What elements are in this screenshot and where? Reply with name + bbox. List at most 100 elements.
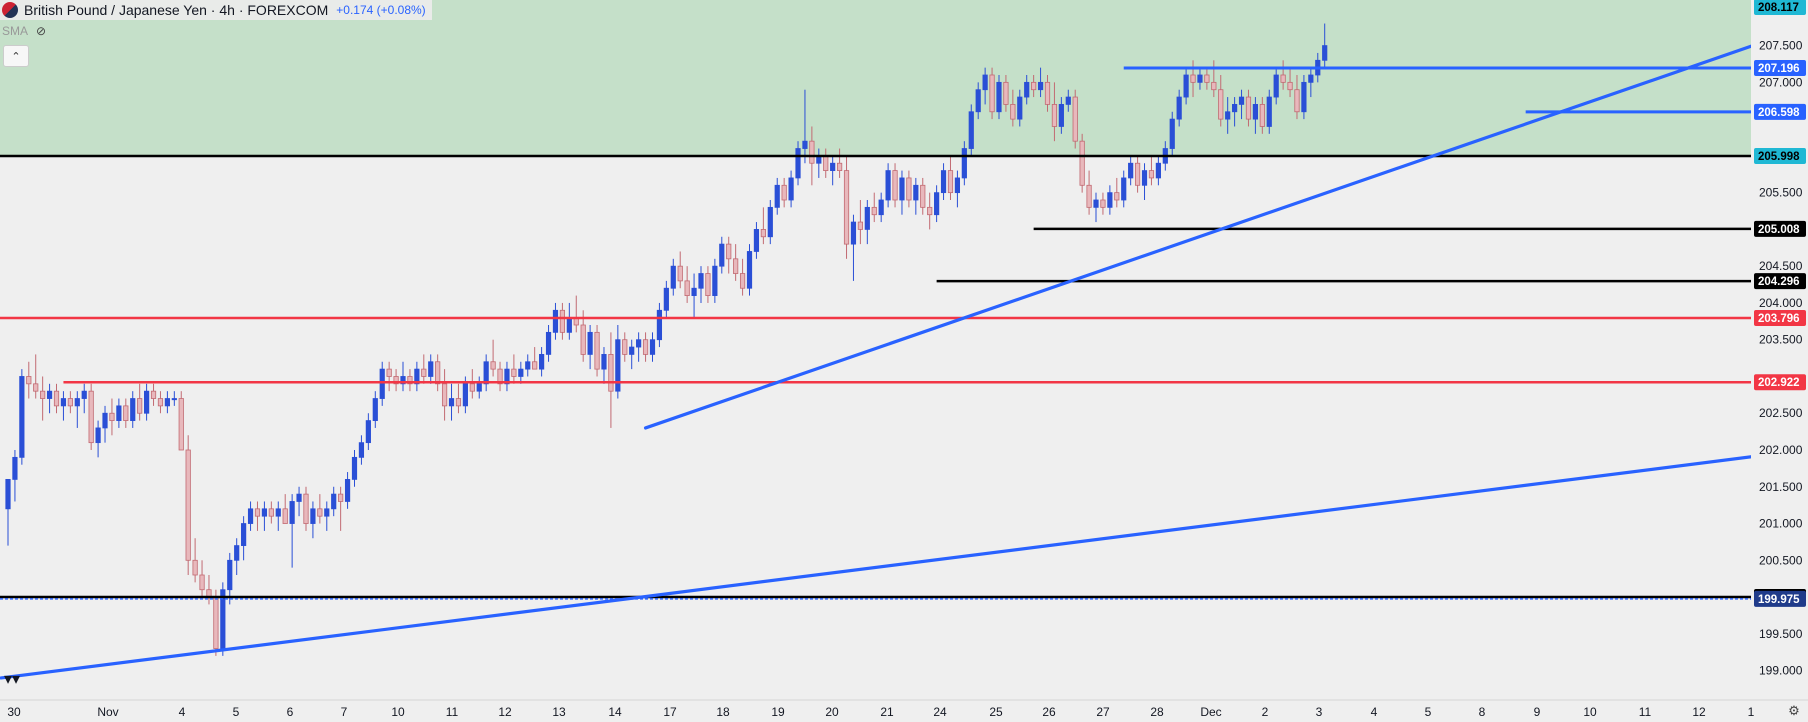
candle-body: [837, 162, 843, 171]
candle: [289, 494, 295, 568]
candle-body: [26, 376, 32, 385]
candle: [712, 258, 718, 303]
price-tag[interactable]: [1754, 220, 1806, 237]
candle-body: [1114, 192, 1120, 201]
candle: [1010, 89, 1016, 127]
candle-body: [1100, 199, 1106, 208]
candle-body: [795, 148, 801, 179]
candle-body: [164, 398, 170, 407]
candle-body: [615, 339, 621, 392]
candle-body: [871, 206, 877, 216]
candle: [906, 170, 912, 208]
candle: [379, 361, 385, 406]
price-tag[interactable]: [1754, 273, 1806, 290]
candle-body: [1273, 74, 1279, 98]
candle-body: [261, 508, 268, 517]
candle: [365, 413, 371, 450]
candle: [33, 354, 39, 399]
price-tag[interactable]: [1754, 374, 1806, 391]
candle-body: [1017, 96, 1023, 120]
candle: [40, 376, 46, 421]
candle: [282, 494, 288, 524]
candle: [739, 258, 746, 296]
candle-body: [109, 412, 115, 421]
time-tick-label: 19: [771, 705, 785, 719]
candle: [642, 332, 649, 362]
time-tick-label: Dec: [1200, 705, 1221, 719]
candle-body: [344, 479, 351, 502]
candle-body: [864, 206, 870, 230]
price-tag[interactable]: [1754, 103, 1806, 120]
candle: [601, 347, 607, 384]
candle: [317, 494, 323, 524]
candle: [1218, 75, 1224, 127]
candle: [53, 383, 60, 414]
candle: [1134, 155, 1141, 193]
candle-body: [192, 559, 198, 576]
candle-body: [989, 74, 995, 113]
price-tick-label: 204.000: [1759, 296, 1803, 310]
candle: [940, 163, 947, 200]
price-tag[interactable]: [1754, 309, 1806, 326]
candle-body: [1259, 104, 1265, 127]
price-tick-label: 199.500: [1759, 627, 1803, 641]
candle: [947, 155, 954, 200]
candle: [927, 192, 933, 230]
price-tag[interactable]: [1754, 59, 1806, 76]
candle-body: [1058, 104, 1064, 127]
price-tag[interactable]: [1754, 0, 1806, 15]
candle-body: [705, 273, 711, 296]
price-tag[interactable]: [1754, 148, 1806, 165]
candle: [968, 104, 974, 156]
candle-body: [920, 184, 926, 208]
time-tick-label: 17: [663, 705, 677, 719]
resistance-zone[interactable]: [0, 0, 1751, 157]
candle: [414, 361, 420, 392]
candle: [441, 369, 448, 421]
price-tag[interactable]: [1754, 590, 1806, 607]
time-tick-label: 3: [1316, 705, 1323, 719]
candle-body: [157, 398, 164, 407]
symbol-flag-icon[interactable]: [2, 2, 18, 18]
candle: [1148, 155, 1155, 186]
candle: [74, 391, 80, 428]
trend-line[interactable]: [0, 448, 1808, 680]
sma-label[interactable]: SMA: [2, 24, 29, 38]
candle-body: [511, 368, 517, 377]
candle-body: [518, 368, 524, 377]
candle: [1121, 170, 1127, 208]
candle: [109, 398, 115, 436]
candle-body: [53, 390, 60, 407]
candle-body: [1301, 81, 1307, 113]
time-tick-label: 5: [233, 705, 240, 719]
candle-body: [46, 390, 53, 399]
candle: [241, 516, 247, 561]
candle-body: [857, 221, 863, 230]
candle: [843, 155, 850, 259]
candle-body: [421, 368, 427, 377]
eye-slash-icon[interactable]: ⊘: [36, 24, 47, 38]
candle-body: [1003, 81, 1009, 105]
price-tag-label: 207.196: [1758, 63, 1800, 75]
candle-body: [698, 273, 704, 289]
candle-body: [1031, 81, 1037, 91]
candle: [1266, 89, 1272, 134]
candle-body: [1141, 170, 1148, 186]
candle-body: [906, 177, 912, 201]
candle: [733, 244, 739, 281]
tradingview-logo: ▾▾: [4, 669, 20, 688]
candle-body: [213, 596, 219, 649]
time-tick-label: 4: [1371, 705, 1378, 719]
settings-icon[interactable]: ⚙: [1788, 703, 1800, 718]
symbol-title[interactable]: British Pound / Japanese Yen · 4h · FORE…: [24, 2, 329, 18]
trend-line[interactable]: [643, 24, 1808, 430]
candle-body: [885, 170, 891, 201]
candle: [989, 67, 995, 120]
candle: [1301, 75, 1307, 120]
collapse-legend-button[interactable]: ⌃: [3, 45, 29, 67]
price-tick-label: 199.000: [1759, 664, 1803, 678]
candle-body: [1190, 74, 1196, 83]
candle-body: [331, 493, 337, 510]
candle-body: [358, 442, 365, 458]
